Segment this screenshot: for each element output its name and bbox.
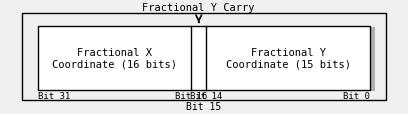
FancyBboxPatch shape	[43, 28, 375, 91]
FancyBboxPatch shape	[22, 14, 386, 100]
Text: Bit 14: Bit 14	[190, 91, 222, 100]
Text: Fractional Y Carry: Fractional Y Carry	[142, 3, 255, 13]
Text: Bit 15: Bit 15	[186, 101, 222, 111]
Text: Bit 31: Bit 31	[38, 91, 70, 100]
FancyBboxPatch shape	[38, 27, 370, 90]
Text: Fractional X
Coordinate (16 bits): Fractional X Coordinate (16 bits)	[52, 48, 177, 69]
Text: Fractional Y
Coordinate (15 bits): Fractional Y Coordinate (15 bits)	[226, 48, 350, 69]
Text: Bit 0: Bit 0	[343, 91, 370, 100]
Text: Bit 16: Bit 16	[175, 91, 207, 100]
